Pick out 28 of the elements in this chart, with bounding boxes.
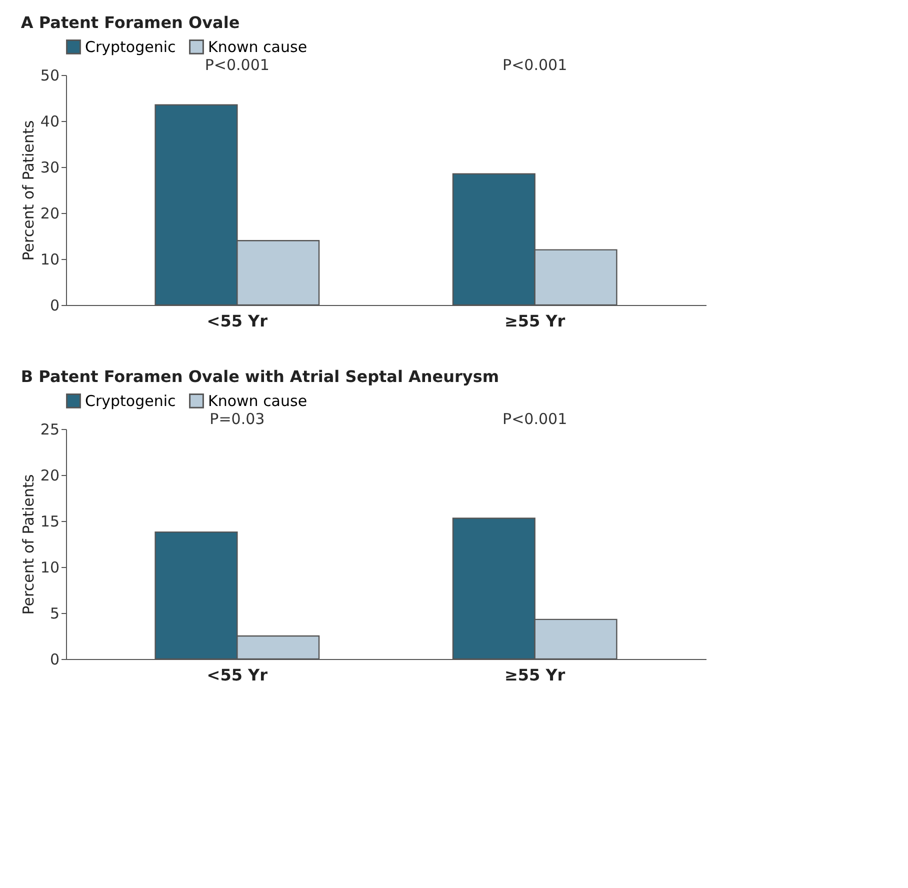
text: P<0.001 — [204, 56, 270, 74]
y-tick-label: 0 — [50, 296, 60, 314]
y-axis-title: Percent of Patients — [19, 474, 38, 615]
legend-label: Known cause — [208, 392, 308, 410]
text: P<0.001 — [502, 56, 568, 74]
y-tick-label: 5 — [50, 604, 60, 622]
y-tick-label: 0 — [50, 650, 60, 668]
y-tick-label: 30 — [40, 158, 60, 176]
legend-label: Cryptogenic — [85, 392, 176, 410]
x-tick-label: <55 Yr — [206, 312, 268, 330]
x-tick-label: <55 Yr — [206, 666, 268, 684]
y-tick-label: 20 — [40, 466, 60, 484]
chart-title: B Patent Foramen Ovale with Atrial Septal Aneurysm — [20, 367, 500, 386]
y-axis-title: Percent of Patients — [19, 120, 38, 261]
x-tick-label: ≥55 Yr — [504, 666, 566, 684]
x-tick-label: ≥55 Yr — [504, 312, 566, 330]
y-tick-label: 10 — [40, 558, 60, 576]
chart-title: A Patent Foramen Ovale — [20, 13, 240, 32]
legend-label: Cryptogenic — [85, 38, 176, 56]
text: P<0.001 — [502, 410, 568, 428]
y-tick-label: 40 — [40, 112, 60, 130]
legend-label: Known cause — [208, 38, 308, 56]
y-tick-label: 25 — [40, 420, 60, 438]
text: P=0.03 — [210, 410, 265, 428]
y-tick-label: 50 — [40, 66, 60, 84]
y-tick-label: 20 — [40, 204, 60, 222]
y-tick-label: 10 — [40, 250, 60, 268]
y-tick-label: 15 — [40, 512, 60, 530]
